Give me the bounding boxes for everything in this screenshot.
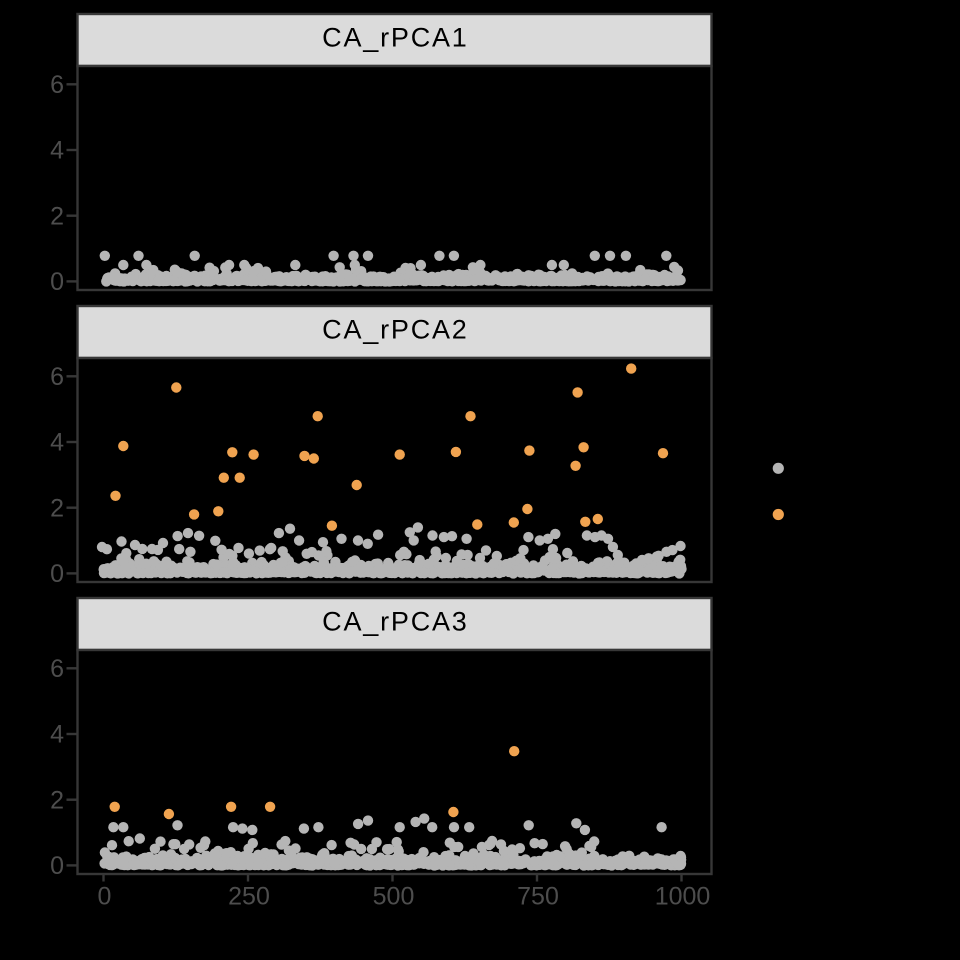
svg-text:4: 4 <box>50 137 64 165</box>
svg-text:6: 6 <box>50 655 64 683</box>
svg-text:0: 0 <box>50 560 64 588</box>
svg-text:500: 500 <box>373 883 415 911</box>
svg-text:0: 0 <box>50 268 64 296</box>
svg-text:CA_rPCA3: CA_rPCA3 <box>322 607 468 637</box>
svg-text:750: 750 <box>517 883 559 911</box>
svg-text:6: 6 <box>50 71 64 99</box>
svg-text:CA_rPCA2: CA_rPCA2 <box>322 315 468 345</box>
svg-text:0: 0 <box>50 852 64 880</box>
svg-text:4: 4 <box>50 721 64 749</box>
svg-text:250: 250 <box>228 883 270 911</box>
svg-text:2: 2 <box>50 786 64 814</box>
svg-text:2: 2 <box>50 494 64 522</box>
svg-text:6: 6 <box>50 363 64 391</box>
svg-text:2: 2 <box>50 202 64 230</box>
svg-text:4: 4 <box>50 429 64 457</box>
svg-text:CA_rPCA1: CA_rPCA1 <box>322 23 468 53</box>
svg-text:0: 0 <box>98 883 112 911</box>
svg-text:1000: 1000 <box>655 883 711 911</box>
